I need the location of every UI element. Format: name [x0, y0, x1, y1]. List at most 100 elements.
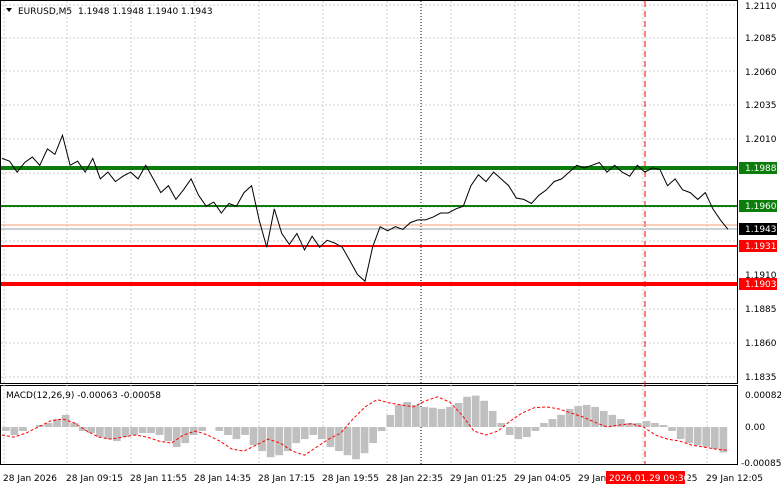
macd-histogram-bar: [702, 427, 711, 448]
macd-axis-label: 0.00: [745, 423, 765, 433]
macd-histogram-bar: [471, 395, 480, 427]
macd-histogram: [2, 395, 728, 460]
macd-histogram-bar: [394, 404, 403, 427]
triangle-down-icon[interactable]: [6, 8, 12, 12]
macd-histogram-bar: [446, 406, 454, 427]
symbol-label: EURUSD,M5: [18, 7, 72, 17]
macd-histogram-bar: [224, 427, 232, 435]
macd-histogram-bar: [480, 400, 488, 427]
macd-histogram-bar: [53, 419, 61, 427]
macd-histogram-bar: [130, 427, 138, 435]
macd-histogram-bar: [44, 423, 53, 427]
macd-histogram-bar: [70, 423, 78, 427]
level-tag-red-mid: 1.1931: [739, 240, 777, 252]
macd-axis-label: 0.00082: [745, 391, 781, 401]
svg-text:1.1960: 1.1960: [745, 202, 777, 212]
macd-histogram-bar: [241, 427, 249, 435]
macd-histogram-bar: [283, 427, 292, 452]
price-axis-label: 1.2060: [745, 68, 777, 78]
macd-histogram-bar: [548, 419, 557, 427]
macd-histogram-bar: [104, 427, 113, 440]
macd-histogram-bar: [326, 427, 335, 448]
price-pane-frame: [0, 0, 738, 384]
macd-histogram-bar: [2, 427, 10, 431]
time-axis-label: 28 Jan 17:15: [258, 474, 315, 484]
macd-histogram-bar: [608, 414, 617, 427]
macd-axis-label: -0.00085: [741, 459, 781, 469]
svg-text:1.1903: 1.1903: [745, 280, 777, 290]
macd-histogram-bar: [138, 427, 147, 433]
macd-histogram-bar: [617, 419, 625, 427]
level-tag-green-mid: 1.1960: [739, 200, 777, 212]
time-axis-label: 29 Jan 01:25: [450, 474, 507, 484]
svg-text:1.1943: 1.1943: [745, 225, 777, 235]
macd-histogram-bar: [172, 427, 181, 448]
macd-histogram-bar: [463, 396, 471, 427]
macd-histogram-bar: [155, 427, 164, 435]
svg-text:1.1931: 1.1931: [745, 242, 777, 252]
macd-histogram-bar: [642, 421, 651, 427]
macd-histogram-bar: [412, 404, 420, 427]
time-cursor-tag: 2026.01.29 09:30: [606, 471, 690, 484]
macd-histogram-bar: [343, 427, 352, 456]
time-axis-label: 28 Jan 09:15: [66, 474, 123, 484]
macd-histogram-bar: [488, 410, 497, 427]
macd-histogram-bar: [420, 406, 429, 427]
price-axis-label: 1.1910: [745, 271, 777, 281]
macd-histogram-bar: [574, 406, 582, 427]
price-axis: 1.2110 1.2085 1.2060 1.2035 1.2010 1.191…: [745, 2, 777, 383]
time-axis-label: 29 Jan 04:05: [514, 474, 571, 484]
time-axis-label: 28 Jan 11:55: [130, 474, 187, 484]
macd-histogram-bar: [87, 427, 96, 433]
macd-histogram-bar: [659, 425, 668, 427]
macd-title: MACD(12,26,9) -0.00063 -0.00058: [6, 391, 161, 401]
time-axis-label: 29 Jan: [578, 474, 606, 484]
macd-histogram-bar: [437, 408, 446, 427]
macd-histogram-bar: [300, 427, 309, 440]
macd-histogram-bar: [318, 427, 326, 440]
svg-text:2026.01.29 09:30: 2026.01.29 09:30: [609, 474, 690, 484]
time-axis-label: 28 Jan 2026: [3, 474, 57, 484]
macd-histogram-bar: [403, 402, 412, 427]
macd-histogram-bar: [96, 427, 104, 438]
price-axis-label: 1.1885: [745, 305, 777, 315]
macd-histogram-bar: [514, 427, 523, 440]
macd-histogram-bar: [676, 427, 685, 440]
macd-histogram-bar: [710, 427, 719, 450]
macd-histogram-bar: [198, 427, 207, 431]
price-axis-label: 1.2110: [745, 2, 777, 12]
time-axis-label: 28 Jan 14:35: [194, 474, 251, 484]
macd-histogram-bar: [505, 427, 514, 435]
level-tag-green-top: 1.1988: [739, 162, 777, 174]
macd-histogram-bar: [121, 427, 130, 438]
time-axis-label: 28 Jan 22:35: [386, 474, 443, 484]
macd-histogram-bar: [232, 427, 241, 440]
macd-histogram-bar: [668, 427, 676, 431]
macd-histogram-bar: [147, 427, 155, 433]
macd-histogram-bar: [531, 427, 540, 431]
macd-histogram-bar: [10, 427, 19, 435]
price-axis-label: 1.2085: [745, 34, 777, 44]
macd-histogram-bar: [454, 402, 463, 427]
macd-histogram-bar: [386, 414, 395, 427]
macd-histogram-bar: [249, 427, 258, 446]
macd-histogram-bar: [189, 427, 198, 435]
level-tag-red-low: 1.1903: [739, 278, 777, 290]
macd-histogram-bar: [19, 427, 27, 431]
macd-histogram-bar: [582, 404, 591, 427]
macd-histogram-bar: [625, 423, 634, 427]
time-axis-label: 28 Jan 19:55: [322, 474, 379, 484]
macd-histogram-bar: [591, 406, 599, 427]
time-axis: 28 Jan 2026 28 Jan 09:15 28 Jan 11:55 28…: [3, 474, 763, 484]
current-price-tag: 1.1943: [739, 223, 777, 235]
macd-histogram-bar: [685, 427, 693, 444]
macd-histogram-bar: [292, 427, 301, 444]
macd-histogram-bar: [266, 427, 275, 458]
macd-histogram-bar: [258, 427, 266, 452]
macd-histogram-bar: [215, 427, 224, 431]
macd-histogram-bar: [651, 423, 659, 427]
macd-histogram-bar: [335, 427, 343, 452]
macd-histogram-bar: [275, 427, 283, 456]
macd-histogram-bar: [497, 423, 506, 427]
